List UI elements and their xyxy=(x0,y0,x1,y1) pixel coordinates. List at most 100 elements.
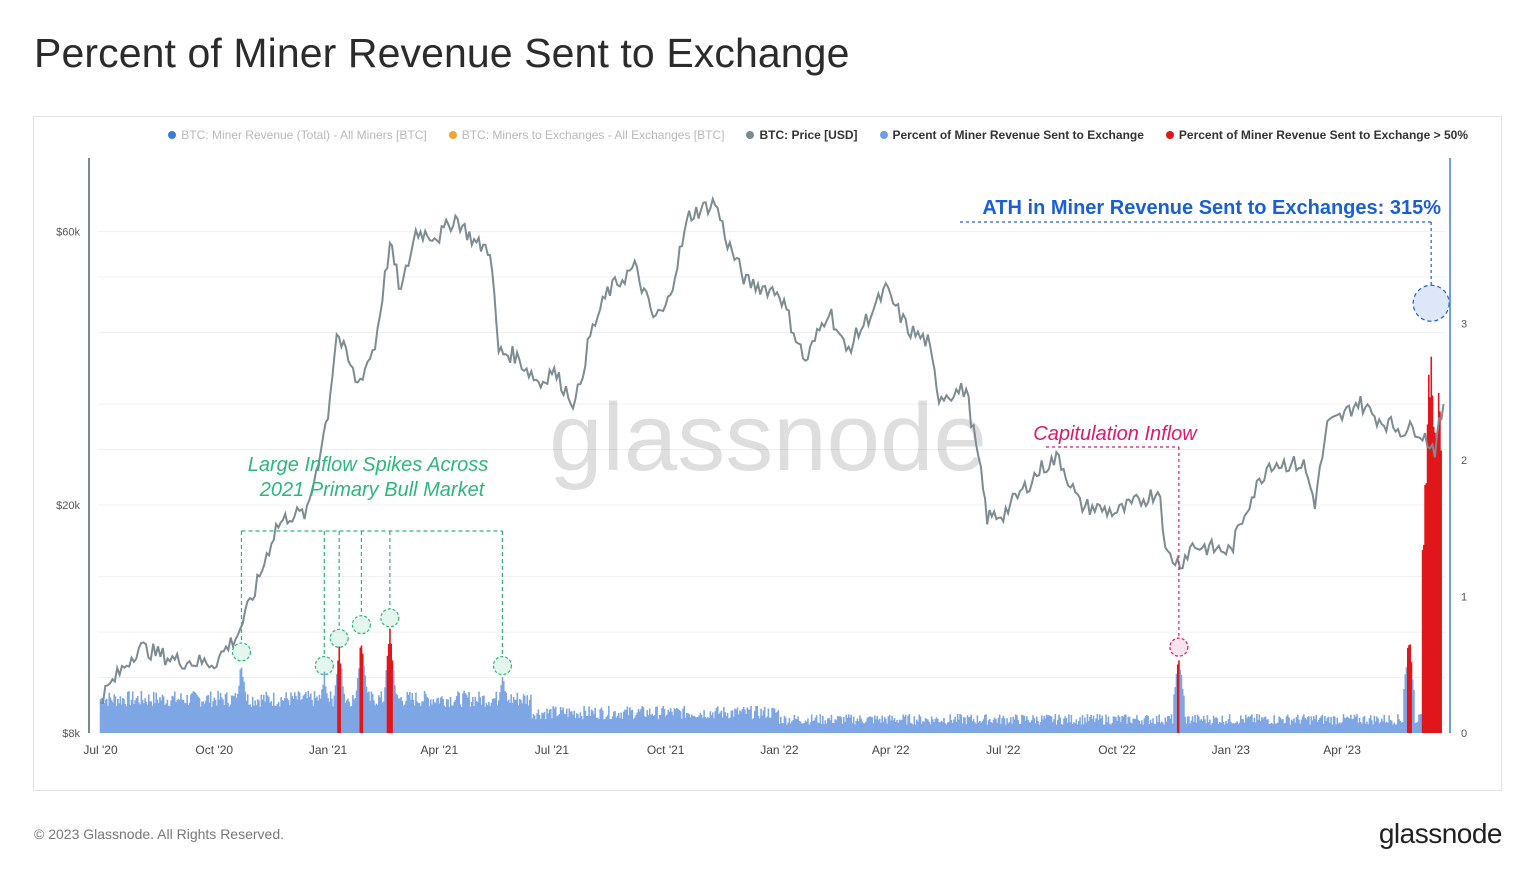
percent-bar xyxy=(897,722,900,733)
percent-bar xyxy=(250,707,253,733)
percent-bar xyxy=(742,706,745,733)
legend-item-percent[interactable]: Percent of Miner Revenue Sent to Exchang… xyxy=(879,128,1144,142)
percent-bar xyxy=(535,719,537,733)
percent-bar xyxy=(704,716,707,733)
percent-bar xyxy=(412,699,415,733)
percent-bar-over-50 xyxy=(391,660,394,733)
percent-bar xyxy=(1395,724,1398,733)
percent-bar xyxy=(1096,713,1099,733)
percent-bar xyxy=(798,720,801,733)
percent-bar xyxy=(1118,716,1121,733)
percent-bar xyxy=(876,716,879,733)
percent-bar xyxy=(946,722,949,733)
percent-bar xyxy=(608,705,610,733)
percent-bar xyxy=(1367,724,1369,733)
percent-bar xyxy=(1372,724,1374,733)
percent-bar xyxy=(507,699,510,733)
percent-bar xyxy=(640,708,642,733)
percent-bar xyxy=(690,714,693,733)
percent-bar xyxy=(462,693,464,733)
percent-bar xyxy=(1252,722,1254,733)
legend-item-percent-over-50[interactable]: Percent of Miner Revenue Sent to Exchang… xyxy=(1165,128,1468,142)
percent-bar xyxy=(102,705,104,733)
legend-label: BTC: Price [USD] xyxy=(759,128,858,142)
percent-bar xyxy=(224,694,227,733)
percent-bar xyxy=(506,701,509,733)
percent-bar xyxy=(1016,715,1018,733)
percent-bar xyxy=(114,696,117,733)
percent-bar xyxy=(404,704,406,733)
percent-bar xyxy=(1143,718,1146,733)
percent-bar xyxy=(577,714,579,733)
percent-bar xyxy=(222,699,224,733)
percent-bar xyxy=(1398,719,1400,733)
percent-bar xyxy=(245,700,248,733)
percent-bar xyxy=(444,707,447,733)
percent-bar xyxy=(1033,718,1036,733)
percent-bar xyxy=(122,697,124,733)
percent-bar xyxy=(186,694,188,733)
percent-bar xyxy=(974,722,976,733)
footer-logo[interactable]: glassnode xyxy=(1378,818,1503,849)
percent-bar-over-50 xyxy=(1406,647,1409,733)
percent-bar xyxy=(1107,716,1110,733)
percent-bar xyxy=(384,687,386,733)
percent-bar xyxy=(201,701,203,733)
percent-bar xyxy=(133,703,135,733)
legend-item-btc-price[interactable]: BTC: Price [USD] xyxy=(746,128,858,142)
percent-bar xyxy=(1416,721,1419,733)
percent-bar xyxy=(871,717,874,733)
percent-bar xyxy=(652,715,655,733)
percent-bar xyxy=(1268,723,1271,733)
percent-bar xyxy=(266,695,269,733)
percent-bar xyxy=(1390,720,1393,733)
percent-bar xyxy=(659,715,662,733)
percent-bar xyxy=(151,705,154,733)
percent-bar xyxy=(1387,723,1389,733)
percent-bar xyxy=(677,709,679,733)
percent-bar xyxy=(767,708,770,733)
capitulation-spike-marker xyxy=(1169,637,1189,657)
percent-bar xyxy=(1137,719,1139,733)
bull-spike-marker xyxy=(329,628,349,648)
percent-bar xyxy=(747,709,750,733)
percent-bar xyxy=(528,699,531,733)
percent-bar xyxy=(561,709,563,733)
percent-bar xyxy=(541,712,543,733)
percent-bar xyxy=(616,715,619,733)
percent-bar xyxy=(1337,723,1340,733)
percent-bar xyxy=(1357,722,1360,733)
percent-bar xyxy=(901,719,903,733)
percent-bar xyxy=(483,695,485,733)
percent-bar xyxy=(1301,716,1304,733)
percent-bar xyxy=(772,708,775,733)
percent-bar xyxy=(191,693,193,733)
percent-bar xyxy=(913,716,916,733)
legend-item-miner-revenue[interactable]: BTC: Miner Revenue (Total) - All Miners … xyxy=(168,128,427,142)
percent-bar xyxy=(1006,718,1008,733)
percent-bar xyxy=(1230,721,1232,733)
percent-bar-over-50 xyxy=(387,643,390,733)
percent-bar xyxy=(364,675,367,733)
percent-bar xyxy=(204,700,207,733)
percent-bar xyxy=(290,692,292,733)
percent-bar xyxy=(1095,718,1097,733)
percent-bar xyxy=(1283,723,1285,733)
percent-bar xyxy=(981,721,984,733)
percent-bar xyxy=(629,707,631,733)
percent-bar xyxy=(344,702,347,733)
percent-bar xyxy=(352,694,354,733)
percent-bar xyxy=(549,708,552,733)
legend-item-miners-to-exchanges[interactable]: BTC: Miners to Exchanges - All Exchanges… xyxy=(448,128,724,142)
percent-bar xyxy=(898,719,901,733)
percent-bar xyxy=(1086,714,1089,733)
percent-bar xyxy=(504,690,506,733)
ath-annotation: ATH in Miner Revenue Sent to Exchanges: … xyxy=(982,197,1441,219)
percent-bar xyxy=(856,718,859,733)
percent-bar xyxy=(813,720,815,733)
percent-bar xyxy=(1152,718,1154,733)
percent-bar xyxy=(1241,719,1243,733)
percent-bar xyxy=(326,693,328,733)
percent-bar xyxy=(1136,715,1138,733)
percent-bar xyxy=(955,721,958,733)
